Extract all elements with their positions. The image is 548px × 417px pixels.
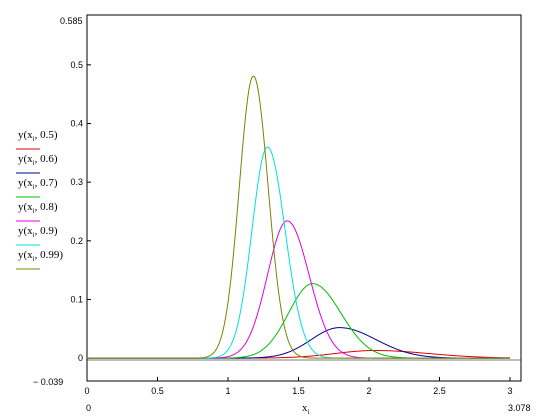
y-tick-label: 0.2 xyxy=(70,236,83,246)
legend-label: y(xi, 0.6) xyxy=(18,153,58,167)
x-axis-ticks: 0 0.5 1 1.5 2 2.5 3 xyxy=(84,377,513,396)
series-line-3 xyxy=(87,220,510,359)
x-axis-title-sub: i xyxy=(308,408,310,416)
x-max-label: 3.078 xyxy=(508,403,531,413)
x-min-label: 0 xyxy=(86,403,91,413)
y-tick-label: 0 xyxy=(78,353,83,363)
plot-frame xyxy=(86,14,522,382)
y-tick-label: 0.4 xyxy=(70,119,83,129)
legend-label: y(xi, 0.7) xyxy=(18,177,58,191)
y-tick-label: 0.5 xyxy=(70,60,83,70)
legend-label: y(xi, 0.99) xyxy=(18,249,63,263)
x-tick-label: 0.5 xyxy=(151,386,164,396)
legend: y(xi, 0.5) y(xi, 0.6) y(xi, 0.7) y(xi, 0.8)… xyxy=(16,129,63,270)
x-tick-label: 1 xyxy=(225,386,230,396)
series-lines xyxy=(87,75,511,359)
x-tick-label: 2 xyxy=(366,386,371,396)
x-tick-label: 3 xyxy=(507,386,512,396)
legend-label: y(xi, 0.9) xyxy=(18,225,58,239)
x-axis-title: xi xyxy=(302,402,310,416)
x-tick-label: 2.5 xyxy=(433,386,446,396)
svg-text:xi: xi xyxy=(302,402,310,416)
x-axis-title-var: x xyxy=(302,402,308,414)
series-line-1 xyxy=(87,327,510,359)
series-line-0 xyxy=(87,350,511,359)
legend-label: y(xi, 0.5) xyxy=(18,129,58,143)
series-line-4 xyxy=(87,146,510,359)
y-tick-label: 0.3 xyxy=(70,177,83,187)
series-line-5 xyxy=(87,75,510,359)
legend-label: y(xi, 0.8) xyxy=(18,201,58,215)
x-tick-label: 1.5 xyxy=(292,386,305,396)
y-min-label: − 0.039 xyxy=(33,377,63,387)
y-max-label: 0.585 xyxy=(60,16,83,26)
y-tick-label: 0.1 xyxy=(70,294,83,304)
y-axis-ticks: 0 0.1 0.2 0.3 0.4 0.5 xyxy=(70,60,91,363)
x-tick-label: 0 xyxy=(84,386,89,396)
